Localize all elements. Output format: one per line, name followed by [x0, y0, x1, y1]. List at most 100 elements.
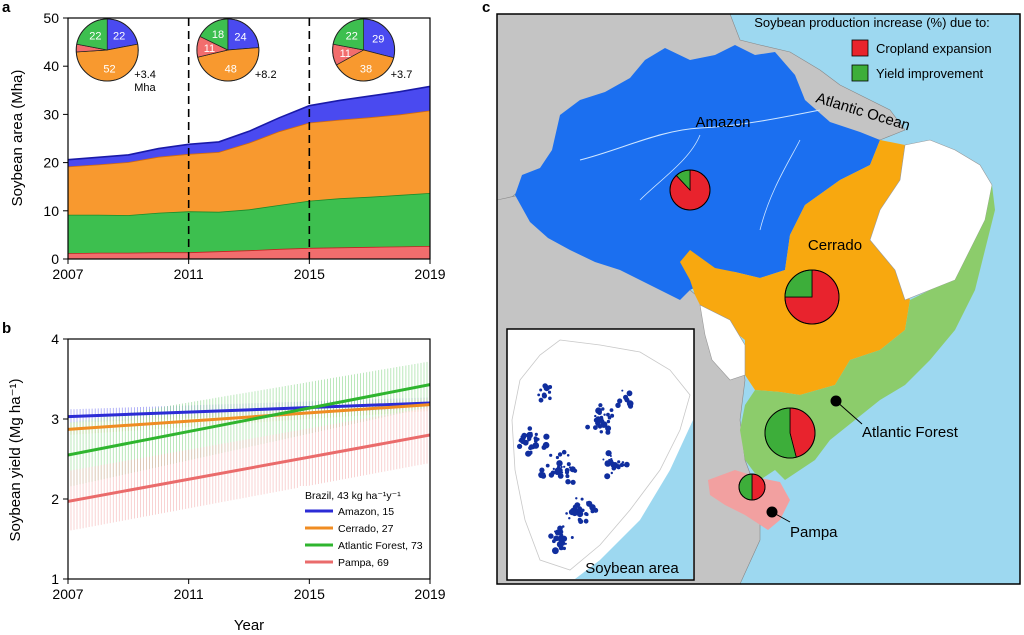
soybean-patch — [542, 383, 548, 389]
soybean-patch — [520, 440, 525, 444]
soybean-patch — [617, 466, 620, 470]
label-amazon: Amazon — [695, 114, 750, 131]
soybean-patch — [606, 419, 611, 424]
pie-slice-label: 48 — [225, 63, 237, 75]
soybean-patch — [624, 461, 630, 468]
panel-a-areas — [67, 85, 431, 259]
soybean-patch — [545, 463, 550, 468]
y-tick-label: 10 — [43, 203, 59, 219]
soybean-patch — [595, 416, 601, 422]
soybean-patch — [561, 449, 567, 455]
area-cerrado — [68, 110, 430, 216]
pie-note: +3.4 — [134, 69, 156, 81]
map-pie-amazon — [669, 169, 711, 211]
soybean-patch — [563, 465, 566, 468]
panel-b-y-ticks: 1 2 3 4 — [51, 331, 68, 587]
panel-b-label: b — [2, 320, 11, 337]
x-tick-label: 2011 — [174, 266, 204, 282]
y-tick-label: 2 — [51, 491, 59, 507]
soybean-patch — [565, 479, 571, 485]
soybean-patch — [615, 402, 621, 408]
map-frame — [496, 13, 1021, 585]
legend-label-yield: Yield improvement — [876, 66, 984, 81]
trend-line-2 — [68, 403, 430, 431]
legend-entry: Pampa, 69 — [338, 557, 389, 569]
soybean-patch — [624, 397, 630, 403]
cerrado-region — [680, 140, 910, 395]
pantanal-region — [699, 304, 746, 381]
soybean-patch — [604, 473, 611, 480]
soybean-inset: Soybean area — [506, 328, 695, 581]
soybean-patch — [565, 474, 570, 479]
panel-a-label: a — [2, 0, 11, 16]
soybean-patch — [626, 390, 633, 397]
soybean-patch — [564, 470, 570, 475]
soybean-patch — [593, 507, 599, 513]
soybean-patch — [627, 403, 634, 409]
soybean-patch — [578, 519, 584, 524]
inset-label: Soybean area — [585, 560, 679, 577]
soybean-patch — [604, 460, 612, 467]
atlantic-forest-pointer — [835, 400, 863, 425]
soybean-patch — [543, 393, 546, 397]
label-pampa: Pampa — [790, 524, 838, 541]
panel-a-y-ticks: 0 10 20 30 40 50 — [43, 10, 68, 267]
soybean-patch — [548, 472, 555, 478]
panel-b-x-label: Year — [234, 617, 264, 634]
trend-line-3 — [68, 383, 430, 457]
soybean-patch — [556, 460, 563, 467]
map-panel: Amazon Cerrado Atlantic Forest Pampa Atl… — [496, 13, 1021, 585]
area-pie-3: 29 38 11 22 +3.7 — [332, 18, 412, 82]
soybean-patch — [554, 469, 560, 475]
legend-title: Brazil, 43 kg ha⁻¹y⁻¹ — [305, 490, 401, 502]
soybean-patch — [547, 390, 552, 394]
soybean-patch — [610, 413, 615, 418]
legend-swatch-expansion — [851, 39, 869, 57]
soybean-patch — [517, 443, 523, 449]
soybean-patch — [598, 403, 603, 408]
soybean-patch — [577, 507, 583, 513]
soybean-patch — [534, 432, 538, 436]
legend-entry: Amazon, 15 — [338, 506, 394, 518]
soybean-patch — [561, 525, 565, 528]
soybean-patch — [527, 439, 530, 442]
panel-b-legend: Brazil, 43 kg ha⁻¹y⁻¹ Amazon, 15 Cerrado,… — [298, 486, 428, 576]
soybean-patch — [602, 458, 605, 461]
atlantic-forest-marker — [830, 395, 842, 407]
x-tick-label: 2015 — [294, 266, 325, 282]
map-legend-title: Soybean production increase (%) due to: — [754, 15, 990, 30]
soybean-patch — [599, 430, 603, 434]
soybean-patch — [558, 538, 562, 542]
soybean-patch — [594, 414, 597, 418]
soybean-patch — [539, 388, 543, 392]
soybean-patch — [570, 536, 574, 539]
map-pies — [669, 169, 840, 501]
pie-slice-label: 22 — [89, 31, 101, 43]
panel-b-x-ticks: 2007 2011 2015 2019 — [52, 579, 446, 602]
panel-c-label: c — [482, 0, 490, 16]
soybean-patch — [603, 413, 606, 416]
soybean-patch — [558, 535, 562, 539]
legend-entry: Atlantic Forest, 73 — [338, 540, 423, 552]
soybean-patch — [585, 424, 590, 430]
soybean-patch — [605, 425, 612, 432]
panel-a-frame — [67, 17, 431, 260]
pie-slice-label: 22 — [113, 31, 125, 43]
pie-outline — [196, 18, 260, 82]
soybean-patch — [605, 450, 612, 457]
soybean-patch — [614, 464, 619, 469]
soybean-patch — [575, 497, 578, 500]
soybean-patch — [548, 533, 554, 539]
pie-slice-label: 38 — [360, 64, 372, 76]
soybean-patch — [586, 501, 589, 504]
soybean-patch — [533, 439, 538, 443]
panel-b-lines — [68, 383, 430, 503]
soybean-patch — [527, 426, 533, 431]
legend-entry: Cerrado, 27 — [338, 523, 394, 535]
soybean-patch — [539, 467, 545, 473]
pie-outline — [764, 407, 816, 459]
map-pie-pampa — [738, 473, 766, 501]
